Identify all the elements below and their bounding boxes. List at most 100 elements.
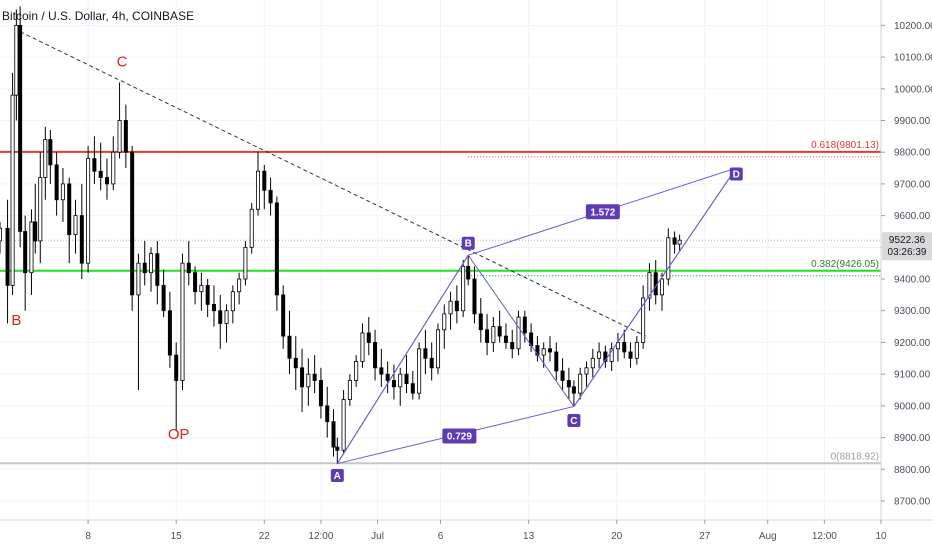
candle-body	[111, 151, 116, 185]
candle	[373, 329, 378, 381]
candle	[237, 272, 242, 305]
horizontal-levels[interactable]: 0.618(9801.13) 0.382(9426.05) 0(8818.92)	[0, 140, 881, 465]
pattern-point-c[interactable]	[567, 413, 581, 427]
pattern-point-b[interactable]	[461, 236, 475, 250]
candle	[647, 263, 652, 311]
descending-trendline[interactable]	[19, 31, 646, 337]
candle	[136, 253, 141, 390]
price-tick-label: 10200.00	[894, 21, 932, 32]
candle	[391, 364, 396, 400]
candle-body	[142, 262, 147, 274]
candle-body	[497, 326, 502, 337]
candle-body	[293, 357, 298, 369]
candle-body	[249, 208, 254, 248]
candle	[666, 228, 671, 286]
candle-body	[448, 300, 453, 315]
candle	[43, 126, 48, 200]
candle	[547, 336, 552, 362]
candle-body	[92, 158, 97, 172]
candle-body	[136, 262, 141, 296]
candle-body	[243, 246, 248, 280]
ratio-badge[interactable]	[442, 428, 477, 444]
candle-body	[300, 367, 305, 388]
candle-body	[566, 380, 571, 388]
candle	[448, 291, 453, 330]
candle	[466, 255, 471, 286]
candle-body	[341, 399, 346, 451]
time-tick-label: 10	[875, 531, 887, 542]
pattern-point-label: B	[465, 239, 472, 250]
candle-body	[429, 357, 434, 369]
candle-body	[79, 215, 84, 264]
resistance-fib-label: 0.618(9801.13)	[811, 140, 879, 151]
candle	[677, 234, 682, 251]
candle	[224, 304, 229, 343]
time-tick-label: 12:00	[308, 531, 333, 542]
candle	[503, 323, 508, 349]
last-price-badge	[882, 232, 932, 261]
candle	[410, 370, 415, 400]
candle-body	[312, 373, 317, 381]
price-axis[interactable]: 10200.00 10100.00 10000.00 9900.00 9800.00 97…	[881, 21, 932, 508]
candle-body	[130, 151, 135, 296]
candle-body	[590, 357, 595, 369]
candle	[193, 266, 198, 305]
candle	[287, 310, 292, 375]
candle	[123, 104, 128, 169]
candle	[442, 304, 447, 349]
harmonic-pattern[interactable]: A B C D 0.729 1.572	[330, 167, 743, 483]
pattern-point-a[interactable]	[330, 469, 344, 483]
candle-body	[117, 120, 122, 153]
candle-body	[38, 177, 43, 242]
candle	[205, 279, 210, 318]
candle-body	[306, 373, 311, 388]
candle-body	[622, 342, 627, 353]
candle	[360, 323, 365, 368]
time-axis[interactable]: 8 15 22 12:00 Jul 6 13 20 27 Aug 12:00 10	[85, 520, 887, 542]
candle-body	[435, 329, 440, 369]
candle	[14, 9, 19, 121]
harmonic-legs[interactable]	[336, 167, 737, 464]
candle-body	[199, 284, 204, 293]
candle-body	[647, 272, 652, 299]
time-tick-label: Aug	[759, 531, 777, 542]
candle-body	[660, 278, 665, 296]
candle	[472, 266, 477, 324]
candle	[23, 215, 28, 311]
candle-body	[186, 262, 191, 274]
candle	[497, 310, 502, 343]
candle	[590, 348, 595, 378]
candle	[461, 260, 466, 318]
candle-body	[603, 351, 608, 362]
grid	[0, 0, 882, 520]
price-tick-label: 9300.00	[894, 306, 931, 317]
candle	[218, 294, 223, 349]
candle-body	[331, 421, 336, 448]
ratio-badge[interactable]	[585, 204, 620, 220]
candle-body	[149, 253, 154, 274]
candle	[417, 342, 422, 400]
wave-label: B	[11, 312, 21, 329]
candle-body	[360, 332, 365, 362]
time-axis-background[interactable]	[0, 520, 932, 550]
wave-labels: C B OP	[11, 54, 189, 444]
pattern-point-d[interactable]	[729, 167, 743, 181]
candle-body	[5, 227, 10, 286]
price-tick-label: 9700.00	[894, 179, 931, 190]
candle	[485, 313, 490, 356]
candle-body	[33, 221, 38, 242]
candle	[86, 145, 91, 273]
price-tick-label: 10000.00	[894, 84, 932, 95]
candle-body	[224, 310, 229, 324]
candle-body	[167, 310, 172, 356]
candle	[130, 145, 135, 311]
time-tick-label: 15	[171, 531, 183, 542]
candle	[578, 367, 583, 400]
time-tick-label: 12:00	[812, 531, 837, 542]
trendline-layer[interactable]	[19, 31, 646, 337]
candle	[566, 367, 571, 400]
candle-body	[335, 446, 340, 451]
candle-body	[174, 354, 179, 381]
